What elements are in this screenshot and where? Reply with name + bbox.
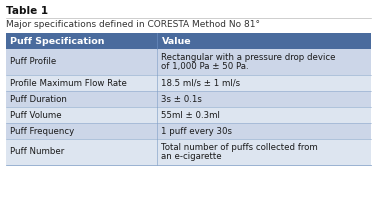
Text: Profile Maximum Flow Rate: Profile Maximum Flow Rate: [10, 78, 127, 88]
Text: Rectangular with a pressure drop device: Rectangular with a pressure drop device: [162, 53, 336, 62]
Text: 55ml ± 0.3ml: 55ml ± 0.3ml: [162, 111, 220, 119]
Text: an e-cigarette: an e-cigarette: [162, 152, 222, 161]
Bar: [6, 107, 371, 123]
Text: 18.5 ml/s ± 1 ml/s: 18.5 ml/s ± 1 ml/s: [162, 78, 241, 88]
Bar: [6, 33, 371, 49]
Text: of 1,000 Pa ± 50 Pa.: of 1,000 Pa ± 50 Pa.: [162, 62, 249, 71]
Bar: [6, 49, 371, 75]
Text: Puff Frequency: Puff Frequency: [10, 127, 74, 135]
Bar: [6, 139, 371, 165]
Text: Puff Specification: Puff Specification: [10, 37, 105, 46]
Text: Major specifications defined in CORESTA Method No 81°: Major specifications defined in CORESTA …: [6, 20, 260, 29]
Text: Puff Number: Puff Number: [10, 147, 64, 157]
Bar: [6, 75, 371, 91]
Text: Puff Volume: Puff Volume: [10, 111, 62, 119]
Text: 3s ± 0.1s: 3s ± 0.1s: [162, 95, 202, 104]
Text: Total number of puffs collected from: Total number of puffs collected from: [162, 143, 318, 152]
Text: 1 puff every 30s: 1 puff every 30s: [162, 127, 232, 135]
Bar: [6, 91, 371, 107]
Text: Value: Value: [162, 37, 191, 46]
Text: Table 1: Table 1: [6, 6, 48, 16]
Text: Puff Profile: Puff Profile: [10, 58, 56, 66]
Bar: [6, 123, 371, 139]
Text: Puff Duration: Puff Duration: [10, 95, 67, 104]
